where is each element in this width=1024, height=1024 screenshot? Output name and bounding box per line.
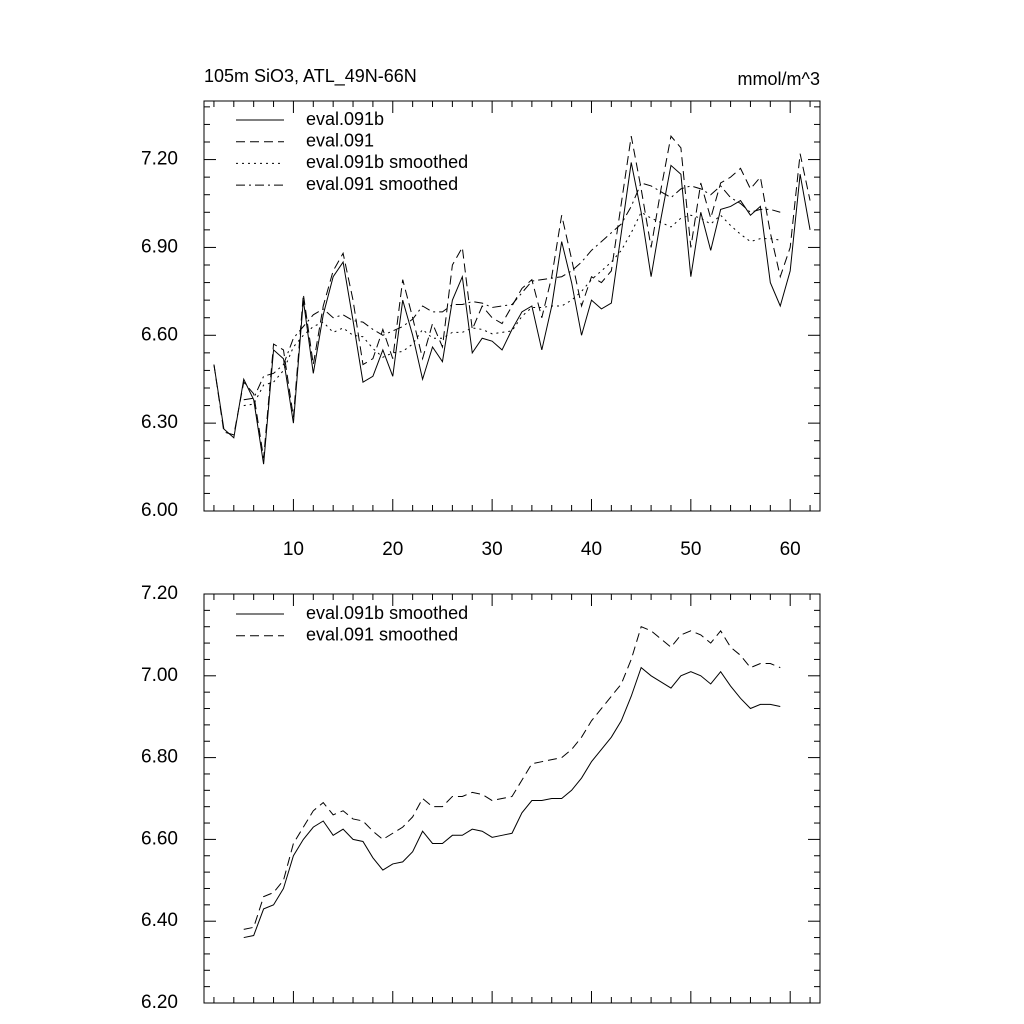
chart-title: 105m SiO3, ATL_49N-66N [204, 66, 417, 87]
x-tick-label: 40 [581, 539, 602, 560]
series-line [243, 666, 781, 939]
y-tick-label: 6.40 [141, 910, 178, 931]
series-line [243, 182, 781, 401]
x-tick-label: 10 [283, 539, 304, 560]
y-tick-label: 7.20 [141, 149, 178, 170]
y-tick-label: 6.60 [141, 324, 178, 345]
y-tick-label: 6.30 [141, 412, 178, 433]
series-line [243, 211, 781, 407]
series-line [243, 626, 781, 930]
x-tick-label: 50 [680, 539, 701, 560]
y-tick-label: 6.60 [141, 828, 178, 849]
unit-label: mmol/m^3 [738, 69, 820, 89]
legend-label: eval.091b smoothed [306, 603, 468, 623]
legend-label: eval.091b smoothed [306, 152, 468, 172]
y-tick-label: 7.00 [141, 665, 178, 686]
series-line [213, 162, 811, 465]
x-tick-label: 60 [780, 539, 801, 560]
legend-label: eval.091 smoothed [306, 624, 458, 644]
legend-label: eval.091b [306, 109, 384, 129]
x-tick-label: 20 [382, 539, 403, 560]
legend-label: eval.091 smoothed [306, 174, 458, 194]
x-tick-label: 30 [482, 539, 503, 560]
y-tick-label: 6.00 [141, 500, 178, 521]
y-tick-label: 6.90 [141, 236, 178, 257]
legend-label: eval.091 [306, 130, 374, 150]
y-tick-label: 6.20 [141, 992, 178, 1013]
y-tick-label: 6.80 [141, 747, 178, 768]
y-tick-label: 7.20 [141, 583, 178, 604]
